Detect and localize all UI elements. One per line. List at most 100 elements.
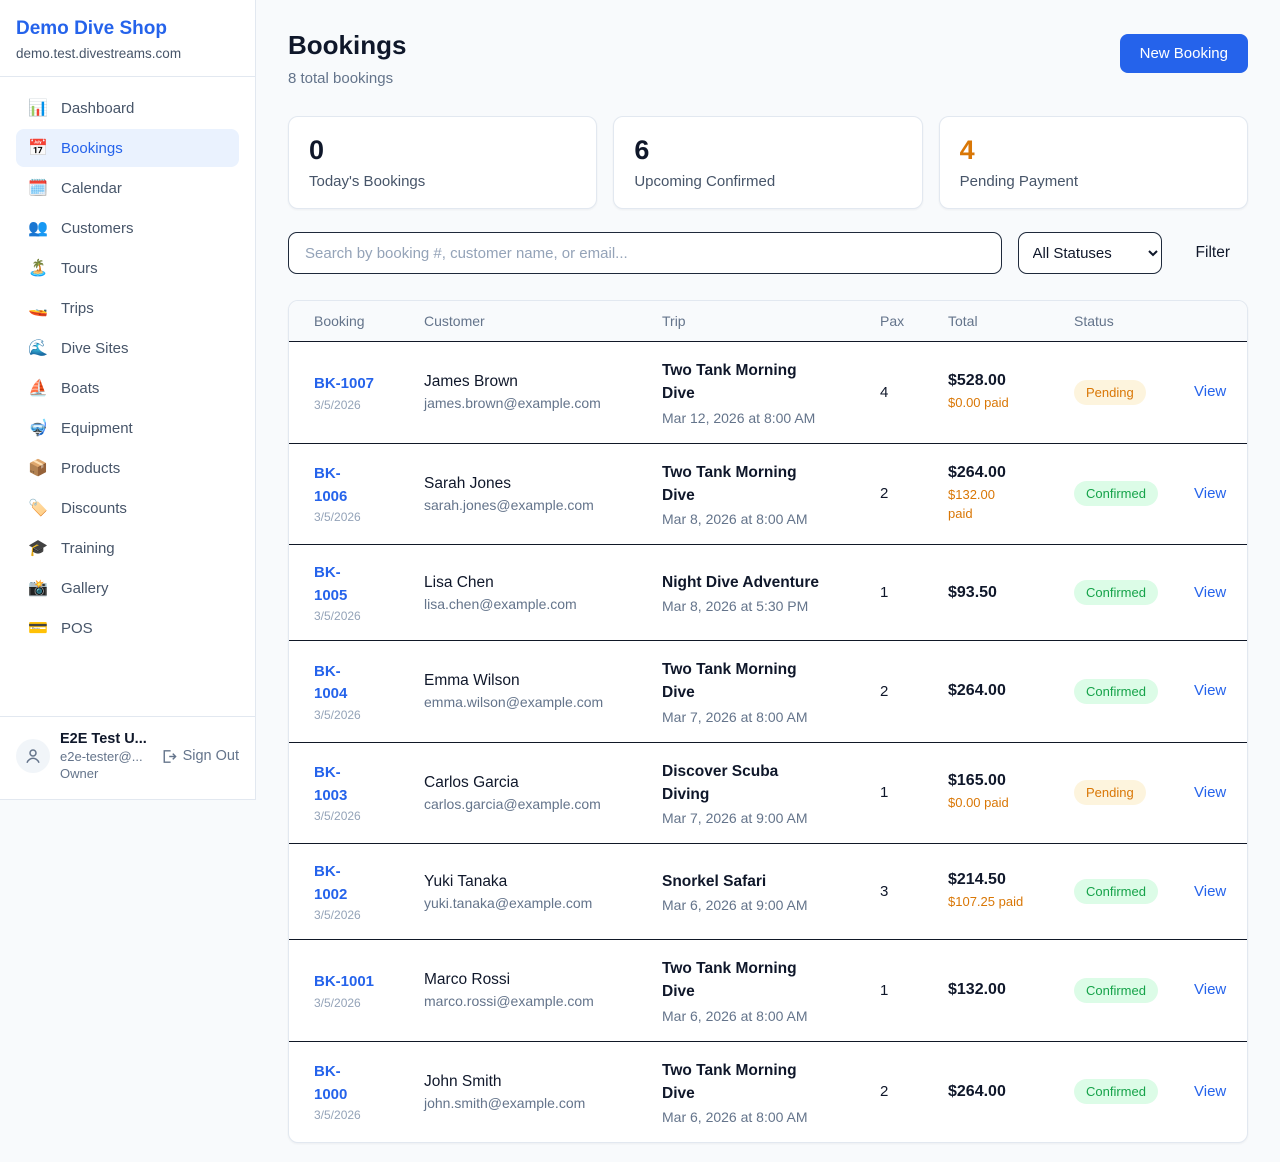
- stat-card: 0 Today's Bookings: [288, 116, 598, 209]
- sidebar-item-label: Equipment: [61, 419, 133, 437]
- products-icon: 📦: [28, 460, 48, 477]
- sidebar-item-label: Trips: [61, 299, 94, 317]
- booking-id-link[interactable]: BK-1001: [314, 973, 375, 990]
- sidebar-item-equipment[interactable]: 🤿 Equipment: [16, 409, 239, 447]
- pax-count: 4: [880, 383, 889, 401]
- stat-card: 6 Upcoming Confirmed: [613, 116, 923, 209]
- view-link[interactable]: View: [1194, 981, 1227, 999]
- paid-amount: $0.00 paid: [948, 394, 1009, 410]
- booking-id-link[interactable]: BK- 1003: [314, 764, 348, 804]
- sidebar-item-label: Boats: [61, 379, 100, 397]
- stat-value: 0: [309, 135, 325, 165]
- trip-name: Snorkel Safari: [662, 872, 767, 890]
- sign-out-button[interactable]: Sign Out: [160, 748, 239, 765]
- search-input[interactable]: [288, 232, 1002, 274]
- view-link[interactable]: View: [1194, 882, 1227, 900]
- stat-value: 6: [634, 135, 650, 165]
- sidebar-item-boats[interactable]: ⛵ Boats: [16, 369, 239, 407]
- status-badge: Confirmed: [1074, 678, 1158, 704]
- pax-count: 1: [880, 784, 889, 802]
- view-link[interactable]: View: [1194, 682, 1227, 700]
- sidebar-item-training[interactable]: 🎓 Training: [16, 529, 239, 567]
- sidebar: Demo Dive Shop demo.test.divestreams.com…: [0, 0, 256, 800]
- sidebar-item-label: POS: [61, 619, 93, 637]
- sidebar-item-label: Dashboard: [61, 99, 135, 117]
- booking-id-link[interactable]: BK- 1006: [314, 465, 348, 505]
- total-amount: $264.00: [948, 1082, 1006, 1100]
- brand-domain: demo.test.divestreams.com: [16, 46, 182, 61]
- booking-id-link[interactable]: BK- 1004: [314, 662, 348, 703]
- booking-date: 3/5/2026: [314, 995, 361, 1010]
- status-filter-select[interactable]: All Statuses: [1017, 232, 1162, 274]
- status-badge: Confirmed: [1074, 879, 1158, 904]
- sidebar-item-calendar[interactable]: 🗓️ Calendar: [16, 169, 239, 207]
- trip-datetime: Mar 6, 2026 at 8:00 AM: [662, 1007, 808, 1024]
- table-row: BK- 1004 3/5/2026 Emma Wilson emma.wilso…: [289, 641, 1247, 743]
- customer-email: yuki.tanaka@example.com: [424, 894, 593, 911]
- stat-label: Today's Bookings: [309, 173, 426, 190]
- stat-card: 4 Pending Payment: [938, 116, 1248, 209]
- customer-email: marco.rossi@example.com: [424, 993, 594, 1010]
- bookings-icon: 📅: [28, 140, 48, 157]
- customer-email: james.brown@example.com: [424, 395, 601, 412]
- total-amount: $264.00: [948, 463, 1006, 481]
- boats-icon: ⛵: [28, 380, 48, 397]
- booking-date: 3/5/2026: [314, 908, 361, 922]
- booking-id-link[interactable]: BK- 1000: [314, 1063, 348, 1103]
- status-badge: Confirmed: [1074, 481, 1158, 507]
- sidebar-item-label: Calendar: [61, 179, 122, 197]
- trip-datetime: Mar 8, 2026 at 8:00 AM: [662, 511, 808, 527]
- column-header: Pax: [880, 313, 905, 329]
- trip-name: Discover Scuba Diving: [662, 762, 779, 803]
- table-row: BK- 1002 3/5/2026 Yuki Tanaka yuki.tanak…: [289, 844, 1247, 940]
- sidebar-item-bookings[interactable]: 📅 Bookings: [16, 129, 239, 167]
- discounts-icon: 🏷️: [28, 500, 48, 517]
- sidebar-item-dashboard[interactable]: 📊 Dashboard: [16, 89, 239, 127]
- sidebar-item-dive-sites[interactable]: 🌊 Dive Sites: [16, 329, 239, 367]
- booking-date: 3/5/2026: [314, 809, 361, 824]
- trip-name: Two Tank Morning Dive: [662, 463, 797, 504]
- sidebar-item-trips[interactable]: 🚤 Trips: [16, 289, 239, 327]
- sidebar-item-label: Dive Sites: [61, 339, 129, 357]
- sidebar-item-products[interactable]: 📦 Products: [16, 449, 239, 487]
- view-link[interactable]: View: [1194, 484, 1227, 502]
- trip-name: Two Tank Morning Dive: [662, 661, 797, 702]
- user-name: E2E Test U...: [60, 731, 147, 747]
- booking-date: 3/5/2026: [314, 707, 361, 722]
- avatar: [16, 739, 50, 773]
- stats-row: 0 Today's Bookings 6 Upcoming Confirmed …: [288, 116, 1248, 209]
- pos-icon: 💳: [28, 620, 48, 637]
- equipment-icon: 🤿: [28, 420, 48, 437]
- view-link[interactable]: View: [1194, 583, 1227, 601]
- sidebar-item-discounts[interactable]: 🏷️ Discounts: [16, 489, 239, 527]
- gallery-icon: 📸: [28, 580, 48, 597]
- sidebar-nav: 📊 Dashboard 📅 Bookings 🗓️ Calendar 👥 Cus…: [0, 77, 255, 659]
- table-header-row: Booking Customer Trip Pax Total Status: [289, 301, 1247, 342]
- view-link[interactable]: View: [1194, 783, 1227, 801]
- sidebar-item-pos[interactable]: 💳 POS: [16, 609, 239, 647]
- status-badge: Pending: [1074, 780, 1146, 806]
- booking-id-link[interactable]: BK- 1002: [314, 863, 348, 903]
- new-booking-button[interactable]: New Booking: [1119, 34, 1248, 73]
- trip-name: Two Tank Morning Dive: [662, 362, 797, 403]
- sidebar-item-customers[interactable]: 👥 Customers: [16, 209, 239, 247]
- dive-sites-icon: 🌊: [28, 340, 48, 357]
- toolbar: All Statuses Filter: [288, 232, 1248, 274]
- table-body: BK-1007 3/5/2026 James Brown james.brown…: [289, 342, 1247, 1142]
- booking-date: 3/5/2026: [314, 609, 361, 623]
- trip-datetime: Mar 8, 2026 at 5:30 PM: [662, 598, 809, 615]
- table-row: BK- 1006 3/5/2026 Sarah Jones sarah.jone…: [289, 444, 1247, 545]
- booking-id-link[interactable]: BK-1007: [314, 375, 375, 392]
- booking-id-link[interactable]: BK- 1005: [314, 564, 348, 604]
- view-link[interactable]: View: [1194, 1082, 1227, 1100]
- view-link[interactable]: View: [1194, 383, 1227, 401]
- customer-name: Yuki Tanaka: [424, 872, 508, 890]
- status-badge: Confirmed: [1074, 977, 1158, 1003]
- customer-name: Sarah Jones: [424, 474, 512, 492]
- status-badge: Pending: [1074, 379, 1146, 405]
- filter-button[interactable]: Filter: [1178, 244, 1248, 262]
- sidebar-item-tours[interactable]: 🏝️ Tours: [16, 249, 239, 287]
- sidebar-item-gallery[interactable]: 📸 Gallery: [16, 569, 239, 607]
- table-row: BK- 1000 3/5/2026 John Smith john.smith@…: [289, 1042, 1247, 1143]
- customer-name: Lisa Chen: [424, 573, 494, 591]
